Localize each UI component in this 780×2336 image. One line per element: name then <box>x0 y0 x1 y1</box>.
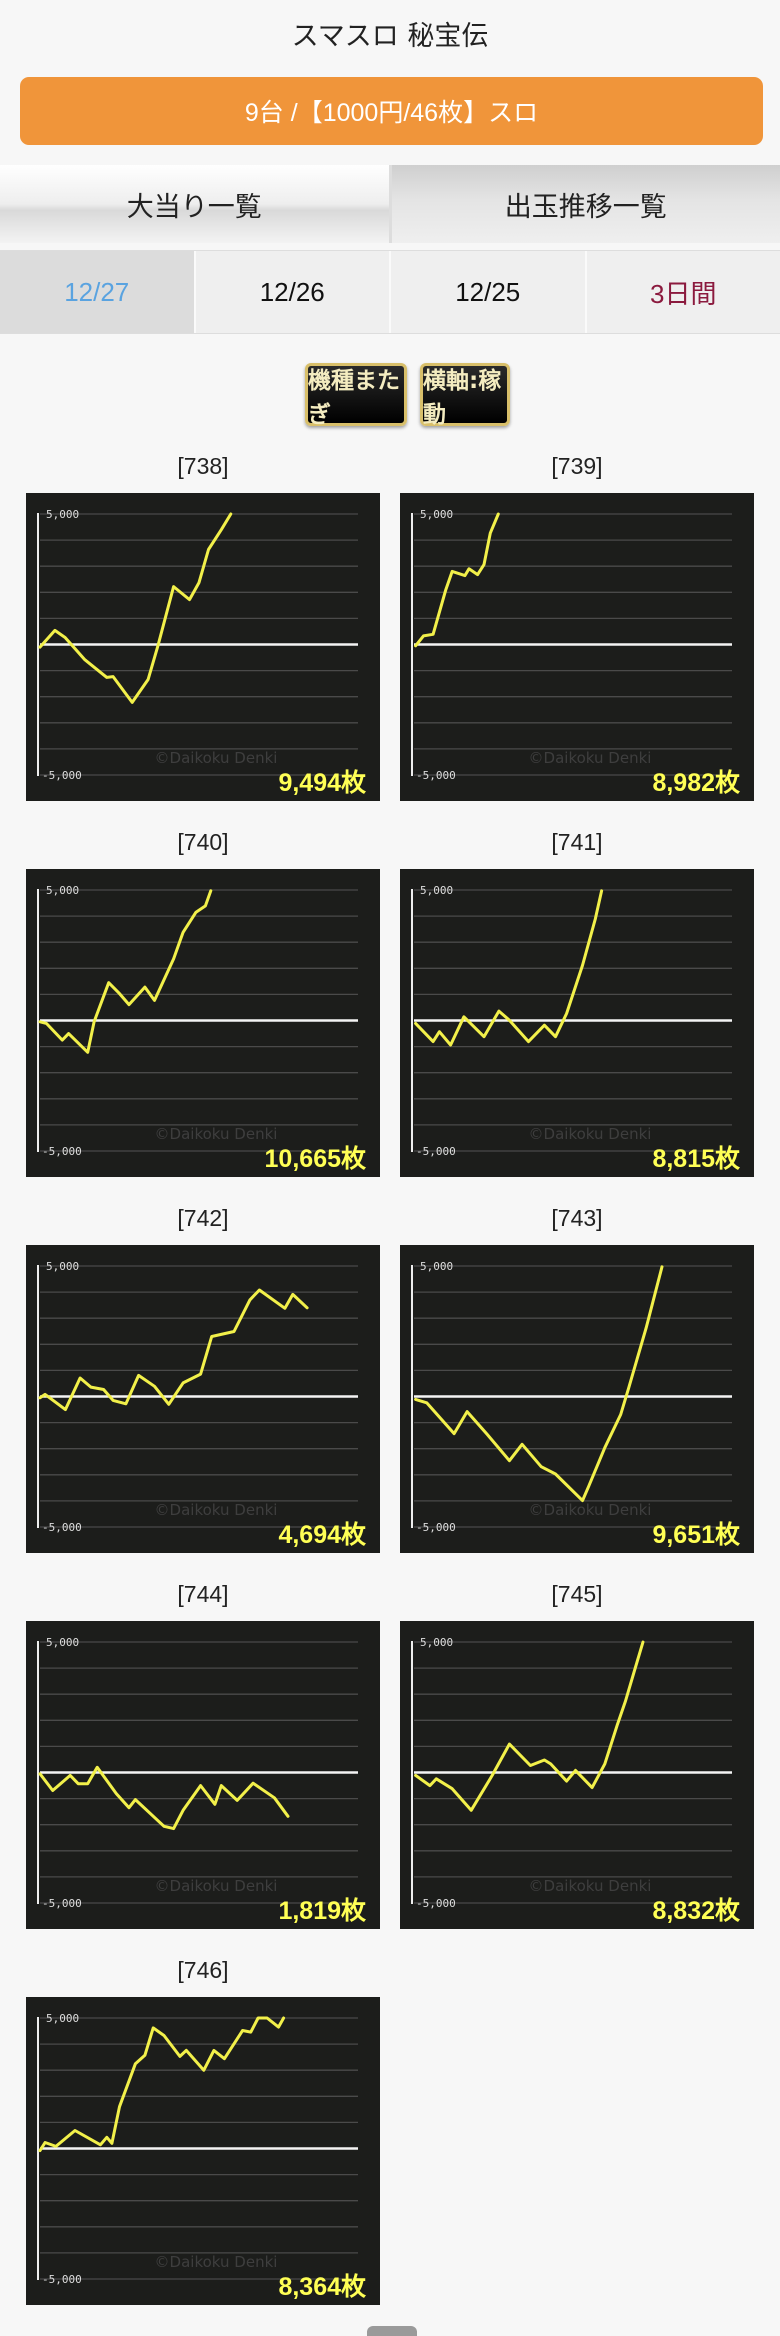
payout-chart[interactable]: ©Daikoku Denki 5,000 -5,000 8,832枚 <box>400 1621 754 1929</box>
watermark: ©Daikoku Denki <box>155 1877 278 1895</box>
chart-machine-number[interactable]: [742] <box>26 1205 380 1232</box>
payout-chart[interactable]: ©Daikoku Denki 5,000 -5,000 10,665枚 <box>26 869 380 1177</box>
chart-machine-number[interactable]: [745] <box>400 1581 754 1608</box>
payout-line <box>416 1642 643 1810</box>
watermark: ©Daikoku Denki <box>529 1877 652 1895</box>
chart-svg: ©Daikoku Denki 5,000 -5,000 1,819枚 <box>26 1621 380 1929</box>
payout-chart[interactable]: ©Daikoku Denki 5,000 -5,000 8,982枚 <box>400 493 754 801</box>
total-coins: 8,364枚 <box>278 2272 366 2301</box>
cross-model-button[interactable]: 機種またぎ <box>305 363 407 426</box>
payout-chart[interactable]: ©Daikoku Denki 5,000 -5,000 1,819枚 <box>26 1621 380 1929</box>
total-coins: 9,651枚 <box>652 1520 740 1549</box>
chart-machine-number[interactable]: [738] <box>26 453 380 480</box>
y-tick-label: 5,000 <box>420 1260 453 1273</box>
y-tick-label: -5,000 <box>416 769 456 782</box>
y-tick-label: 5,000 <box>46 1260 79 1273</box>
y-tick-label: -5,000 <box>416 1145 456 1158</box>
total-coins: 8,982枚 <box>652 768 740 797</box>
total-coins: 10,665枚 <box>265 1144 366 1173</box>
y-tick-label: 5,000 <box>420 508 453 521</box>
total-coins: 8,832枚 <box>652 1896 740 1925</box>
y-tick-label: -5,000 <box>42 1897 82 1910</box>
total-coins: 9,494枚 <box>278 768 366 797</box>
chart-machine-number[interactable]: [741] <box>400 829 754 856</box>
y-tick-label: -5,000 <box>416 1897 456 1910</box>
tab-jackpot-list[interactable]: 大当り一覧 <box>0 165 392 243</box>
machine-banner[interactable]: 9台 /【1000円/46枚】スロ <box>20 77 763 145</box>
y-tick-label: 5,000 <box>46 1636 79 1649</box>
y-tick-label: -5,000 <box>416 1521 456 1534</box>
watermark: ©Daikoku Denki <box>155 1125 278 1143</box>
chart-svg: ©Daikoku Denki 5,000 -5,000 8,832枚 <box>400 1621 754 1929</box>
chart-machine-number[interactable]: [739] <box>400 453 754 480</box>
date-tab-12-26[interactable]: 12/26 <box>194 251 390 333</box>
chart-svg: ©Daikoku Denki 5,000 -5,000 10,665枚 <box>26 869 380 1177</box>
total-coins: 1,819枚 <box>278 1896 366 1925</box>
chart-machine-number[interactable]: [744] <box>26 1581 380 1608</box>
chart-machine-number[interactable]: [740] <box>26 829 380 856</box>
chart-svg: ©Daikoku Denki 5,000 -5,000 8,982枚 <box>400 493 754 801</box>
watermark: ©Daikoku Denki <box>529 749 652 767</box>
chart-svg: ©Daikoku Denki 5,000 -5,000 9,651枚 <box>400 1245 754 1553</box>
payout-chart[interactable]: ©Daikoku Denki 5,000 -5,000 8,815枚 <box>400 869 754 1177</box>
y-tick-label: -5,000 <box>42 1145 82 1158</box>
total-coins: 8,815枚 <box>652 1144 740 1173</box>
chart-svg: ©Daikoku Denki 5,000 -5,000 9,494枚 <box>26 493 380 801</box>
watermark: ©Daikoku Denki <box>529 1501 652 1519</box>
y-tick-label: 5,000 <box>46 508 79 521</box>
y-tick-label: -5,000 <box>42 1521 82 1534</box>
watermark: ©Daikoku Denki <box>155 2253 278 2271</box>
watermark: ©Daikoku Denki <box>155 749 278 767</box>
payout-line <box>40 1290 307 1410</box>
payout-line <box>416 1267 662 1501</box>
view-tabs: 大当り一覧 出玉推移一覧 <box>0 165 780 243</box>
chart-svg: ©Daikoku Denki 5,000 -5,000 8,364枚 <box>26 1997 380 2305</box>
tab-payout-trend[interactable]: 出玉推移一覧 <box>392 165 780 243</box>
chart-svg: ©Daikoku Denki 5,000 -5,000 8,815枚 <box>400 869 754 1177</box>
y-tick-label: -5,000 <box>42 769 82 782</box>
scroll-to-top-button[interactable] <box>367 2326 417 2336</box>
total-coins: 4,694枚 <box>278 1520 366 1549</box>
payout-line <box>40 514 231 702</box>
y-tick-label: 5,000 <box>420 884 453 897</box>
payout-line <box>40 891 211 1053</box>
payout-chart[interactable]: ©Daikoku Denki 5,000 -5,000 9,494枚 <box>26 493 380 801</box>
date-tab-3-days[interactable]: 3日間 <box>585 251 780 333</box>
payout-chart[interactable]: ©Daikoku Denki 5,000 -5,000 9,651枚 <box>400 1245 754 1553</box>
y-tick-label: 5,000 <box>420 1636 453 1649</box>
payout-chart[interactable]: ©Daikoku Denki 5,000 -5,000 8,364枚 <box>26 1997 380 2305</box>
chart-svg: ©Daikoku Denki 5,000 -5,000 4,694枚 <box>26 1245 380 1553</box>
payout-line <box>40 1767 288 1828</box>
date-tab-12-27[interactable]: 12/27 <box>0 251 194 333</box>
page-title: スマスロ 秘宝伝 <box>0 14 780 53</box>
y-tick-label: 5,000 <box>46 2012 79 2025</box>
chart-machine-number[interactable]: [743] <box>400 1205 754 1232</box>
date-tabs: 12/27 12/26 12/25 3日間 <box>0 250 780 334</box>
watermark: ©Daikoku Denki <box>155 1501 278 1519</box>
payout-line <box>416 514 499 646</box>
y-tick-label: -5,000 <box>42 2273 82 2286</box>
x-axis-toggle-button[interactable]: 横軸:稼動 <box>420 363 510 426</box>
y-tick-label: 5,000 <box>46 884 79 897</box>
payout-chart[interactable]: ©Daikoku Denki 5,000 -5,000 4,694枚 <box>26 1245 380 1553</box>
chart-machine-number[interactable]: [746] <box>26 1957 380 1984</box>
watermark: ©Daikoku Denki <box>529 1125 652 1143</box>
payout-line <box>40 2018 284 2151</box>
date-tab-12-25[interactable]: 12/25 <box>389 251 585 333</box>
